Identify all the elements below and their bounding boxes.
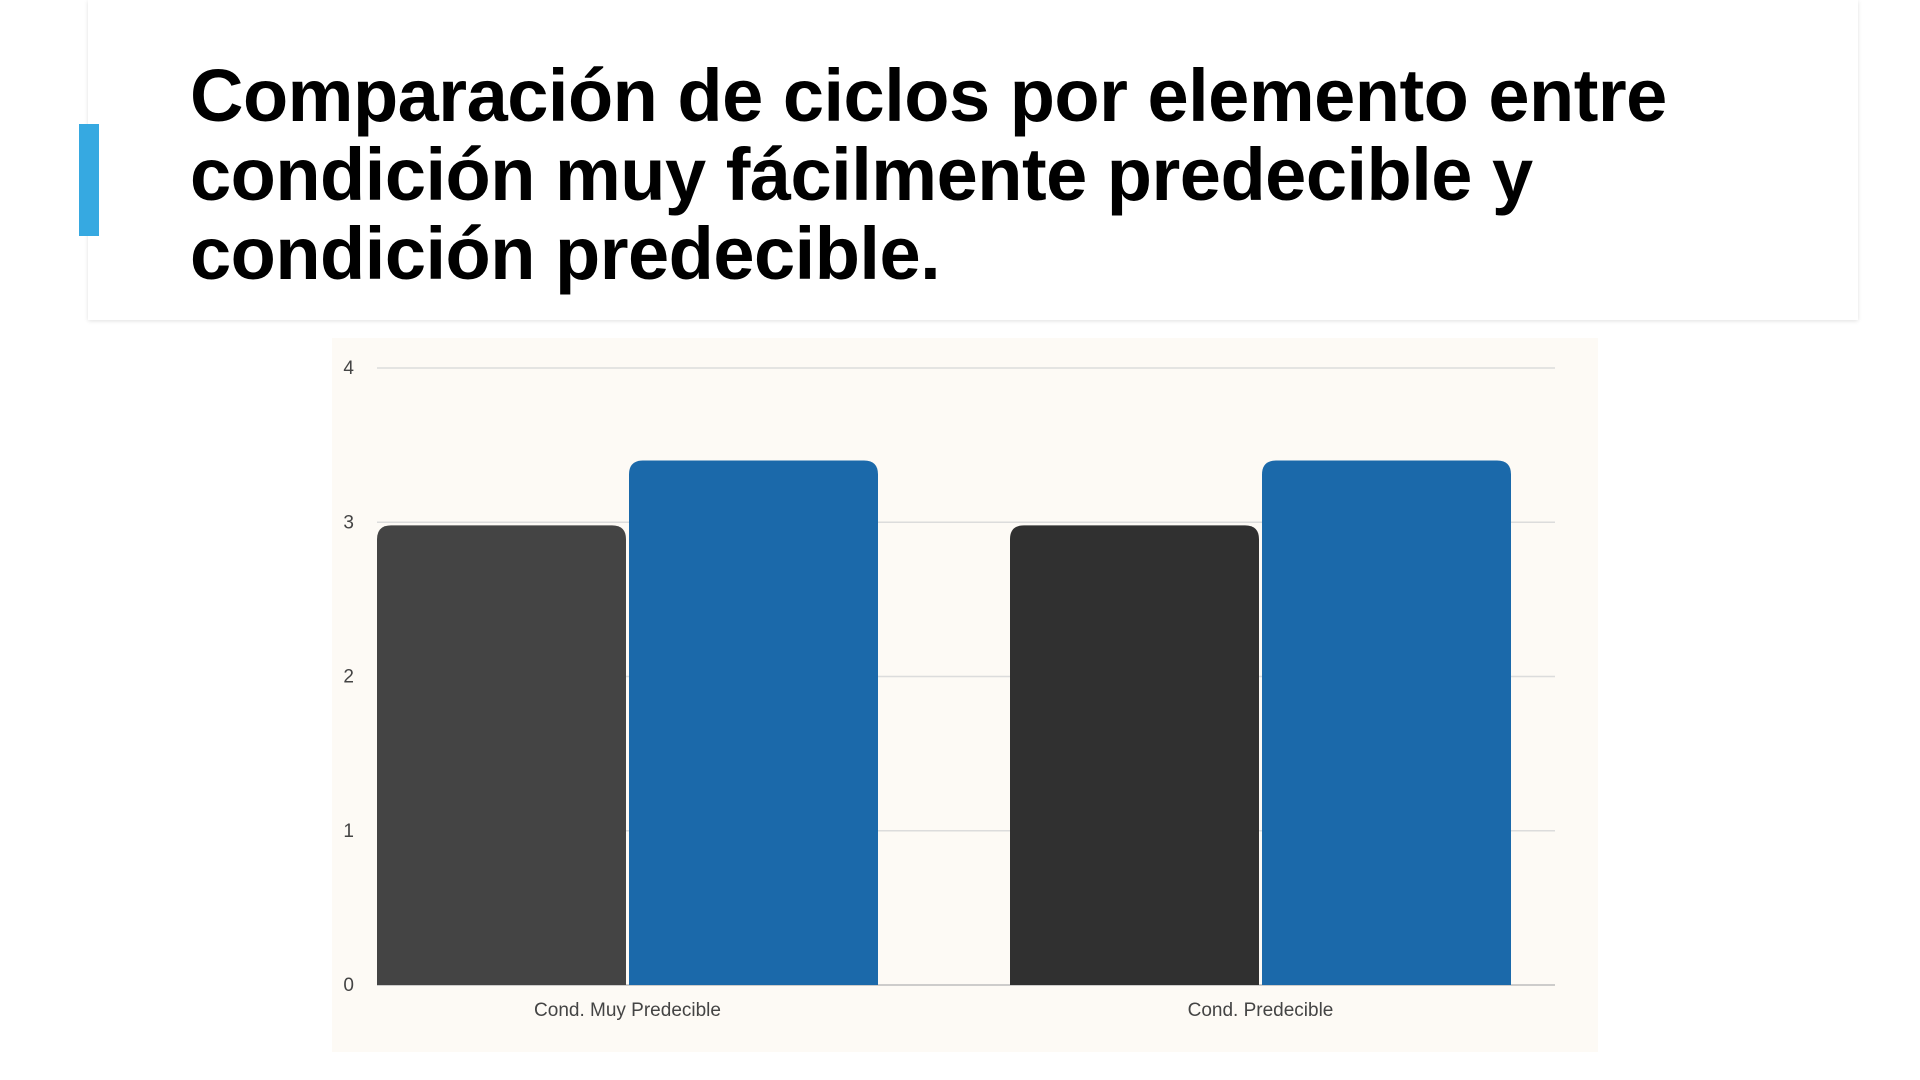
title-accent-bar bbox=[79, 124, 99, 236]
bar-1-2 bbox=[1010, 525, 1259, 985]
y-tick-label: 0 bbox=[343, 975, 354, 996]
y-tick-label: 4 bbox=[343, 358, 354, 379]
bar-2-2 bbox=[1262, 461, 1511, 985]
chart-svg: 0 1 2 3 4 Cond. Muy Predecible Cond. Predecibl… bbox=[332, 338, 1598, 1052]
slide-title: Comparación de ciclos por elemento entre… bbox=[190, 56, 1750, 293]
bar-1-1 bbox=[377, 525, 626, 985]
y-tick-label: 2 bbox=[343, 667, 354, 688]
bar-2-1 bbox=[629, 461, 878, 985]
y-tick-label: 3 bbox=[343, 512, 354, 533]
bar-chart: 0 1 2 3 4 Cond. Muy Predecible Cond. Predecibl… bbox=[332, 338, 1598, 1052]
x-category-label: Cond. Muy Predecible bbox=[534, 1000, 721, 1021]
y-tick-label: 1 bbox=[343, 821, 354, 842]
x-category-label: Cond. Predecible bbox=[1188, 1000, 1334, 1021]
